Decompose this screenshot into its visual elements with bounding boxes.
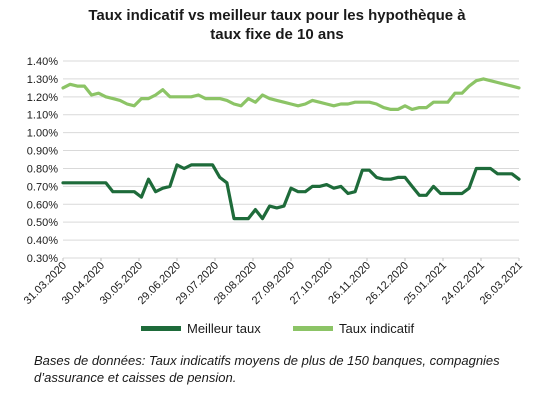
legend-swatch-taux-indicatif [293, 326, 333, 331]
y-tick-label: 1.10% [27, 110, 58, 122]
series-line-meilleur-taux [61, 163, 521, 221]
chart-title: Taux indicatif vs meilleur taux pour les… [0, 6, 554, 44]
legend-swatch-meilleur-taux [141, 326, 181, 331]
y-tick-label: 0.80% [27, 163, 58, 175]
y-tick-label: 1.20% [27, 92, 58, 104]
chart-title-line2: taux fixe de 10 ans [210, 26, 344, 43]
y-tick-label: 0.60% [27, 199, 58, 211]
line-chart: 0.30% 0.40% 0.50% 0.60% 0.70% 0.80% 0.90% 1.00%… [22, 56, 525, 307]
y-tick-label: 0.40% [27, 235, 58, 247]
y-tick-label: 1.40% [27, 56, 58, 68]
legend-item-taux-indicatif: Taux indicatif [293, 321, 414, 336]
legend: Meilleur taux Taux indicatif [0, 321, 554, 343]
legend-item-meilleur-taux: Meilleur taux [141, 321, 261, 336]
gridlines [63, 60, 519, 259]
y-tick-label: 1.30% [27, 74, 58, 86]
y-tick-label: 0.70% [27, 181, 58, 193]
y-tick-label: 0.50% [27, 217, 58, 229]
legend-label-meilleur-taux: Meilleur taux [187, 321, 261, 336]
legend-label-taux-indicatif: Taux indicatif [339, 321, 415, 336]
x-axis-ticks: 31.03.202030.04.202030.05.202029.06.2020… [22, 258, 525, 307]
chart-title-line1: Taux indicatif vs meilleur taux pour les… [88, 7, 466, 24]
y-axis-ticks: 0.30% 0.40% 0.50% 0.60% 0.70% 0.80% 0.90% 1.00%… [27, 56, 58, 265]
y-tick-label: 0.90% [27, 146, 58, 158]
series-line-taux-indicatif [61, 77, 521, 112]
y-tick-label: 0.30% [27, 253, 58, 265]
data-source-note: Bases de données: Taux indicatifs moyens… [34, 353, 500, 385]
y-tick-label: 1.00% [27, 128, 58, 140]
series-lines [61, 77, 521, 221]
